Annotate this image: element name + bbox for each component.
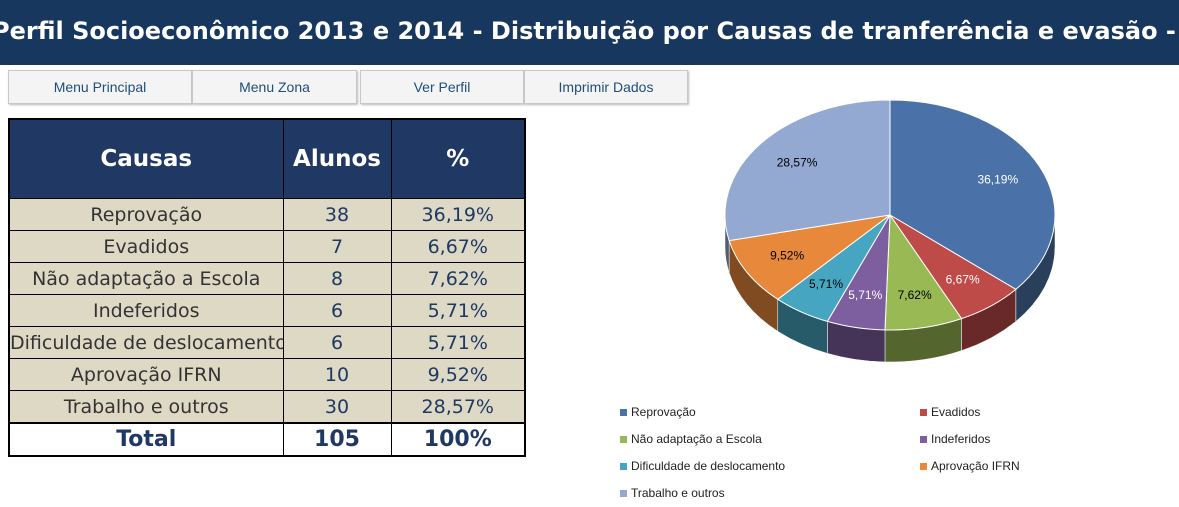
title: Perfil Socioeconômico 2013 e 2014 - Dist…	[0, 17, 1179, 45]
data-label: 9,52%	[770, 249, 804, 263]
table-row: Aprovação IFRN 10 9,52%	[8, 358, 526, 391]
table-cell: 9,52%	[390, 358, 526, 391]
table-row: Evadidos 7 6,67%	[8, 230, 526, 263]
legend-swatch	[620, 436, 627, 443]
table-cell: 5,71%	[390, 326, 526, 359]
pie-slice	[889, 100, 1056, 290]
legend-label: Não adaptação a Escola	[631, 432, 762, 446]
legend-label: Evadidos	[931, 405, 980, 419]
data-table: Causas Alunos % Reprovação 38 36,19% Evadid…	[8, 118, 526, 457]
pie-slice	[728, 214, 891, 300]
data-label: 28,57%	[777, 156, 818, 170]
data-label: 6,67%	[946, 273, 980, 287]
header-cell: Causas	[8, 118, 284, 199]
legend-label: Aprovação IFRN	[931, 459, 1020, 473]
button[interactable]: Imprimir Dados	[524, 70, 688, 104]
legend-swatch	[920, 409, 927, 416]
header-cell: Alunos	[282, 118, 392, 199]
table-cell: 8	[282, 262, 392, 295]
legend-swatch	[620, 490, 627, 497]
table-cell: 6,67%	[390, 230, 526, 263]
legend-swatch	[920, 463, 927, 470]
table-row: Dificuldade de deslocamento 6 5,71%	[8, 326, 526, 359]
table-cell: 30	[282, 390, 392, 424]
table-row: Não adaptação a Escola 8 7,62%	[8, 262, 526, 295]
legend-label: Reprovação	[631, 405, 696, 419]
data-label: 5,71%	[809, 277, 843, 291]
table-cell: 10	[282, 358, 392, 391]
data-label: 36,19%	[977, 172, 1018, 186]
data-label: 5,71%	[848, 288, 882, 302]
table-cell: 7	[282, 230, 392, 263]
table-cell: Não adaptação a Escola	[8, 262, 284, 295]
button[interactable]: Menu Zona	[192, 70, 357, 104]
table-cell: 28,57%	[390, 390, 526, 424]
table-cell: Dificuldade de deslocamento	[8, 326, 284, 359]
legend-label: Trabalho e outros	[631, 486, 725, 500]
table-cell: Reprovação	[8, 198, 284, 231]
table-cell: 7,62%	[390, 262, 526, 295]
button[interactable]: Ver Perfil	[360, 70, 524, 104]
table-cell: 100%	[390, 422, 526, 457]
legend-label: Dificuldade de deslocamento	[631, 459, 785, 473]
legend-swatch	[620, 463, 627, 470]
table-cell: 36,19%	[390, 198, 526, 231]
legend-swatch	[920, 436, 927, 443]
table-cell: Total	[8, 422, 284, 457]
legend-swatch	[620, 409, 627, 416]
table-row: Trabalho e outros 30 28,57%	[8, 390, 526, 424]
table-cell: 6	[282, 326, 392, 359]
table-cell: Evadidos	[8, 230, 284, 263]
table-cell: 105	[282, 422, 392, 457]
table-cell: Indeferidos	[8, 294, 284, 327]
table-cell: Aprovação IFRN	[8, 358, 284, 391]
pie-chart: 36,19% 6,67% 7,62% 5,71% 5,71% 9,52% 28,57% Rep…	[620, 100, 1056, 500]
pie-slice	[724, 100, 891, 242]
legend-label: Indeferidos	[931, 432, 990, 446]
table-row: Reprovação 38 36,19%	[8, 198, 526, 231]
button[interactable]: Menu Principal	[8, 70, 192, 104]
table-cell: 38	[282, 198, 392, 231]
table-row: Indeferidos 6 5,71%	[8, 294, 526, 327]
table-cell: 5,71%	[390, 294, 526, 327]
header-cell: %	[390, 118, 526, 199]
table-row: Total 105 100%	[8, 422, 526, 457]
data-label: 7,62%	[898, 288, 932, 302]
table-cell: 6	[282, 294, 392, 327]
title-bar: Perfil Socioeconômico 2013 e 2014 - Dist…	[0, 0, 1179, 65]
table-cell: Trabalho e outros	[8, 390, 284, 424]
header-row: Causas Alunos %	[8, 118, 526, 199]
